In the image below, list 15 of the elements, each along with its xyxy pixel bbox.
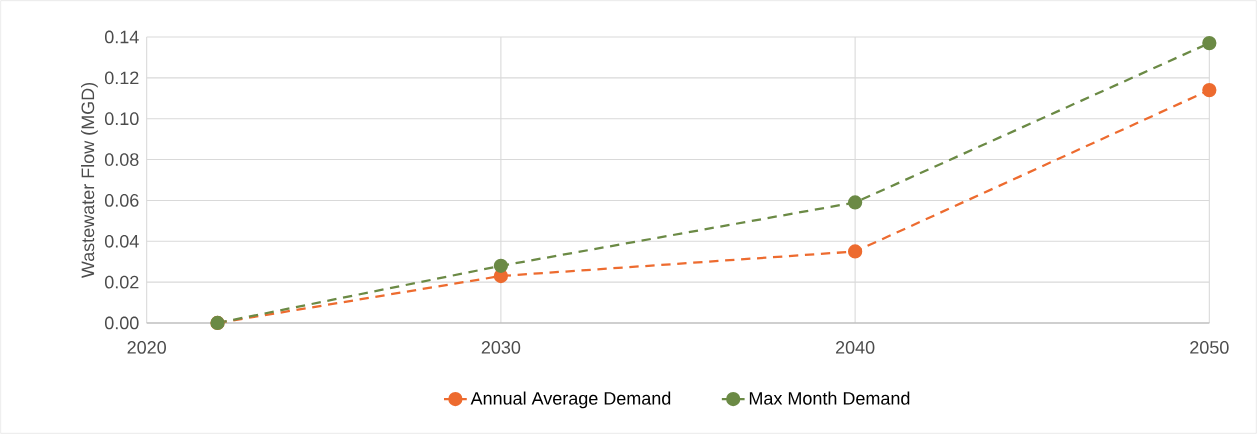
x-tick-label: 2050: [1190, 341, 1229, 354]
y-tick-label: 0.00: [104, 316, 139, 330]
y-tick-label: 0.14: [104, 30, 139, 44]
x-tick-label: 2030: [481, 341, 521, 354]
y-tick-label: 0.04: [104, 234, 139, 248]
legend-label: Annual Average Demand: [470, 391, 671, 409]
y-tick-label: 0.10: [104, 112, 139, 126]
y-axis-title: Wastewater Flow (MGD): [81, 82, 98, 279]
y-tick-label: 0.08: [104, 153, 139, 166]
x-tick-label: 2020: [127, 341, 166, 354]
y-tick-label: 0.02: [104, 275, 139, 289]
legend-label: Max Month Demand: [749, 391, 910, 405]
y-tick-label: 0.06: [104, 194, 139, 207]
x-tick-label: 2040: [835, 341, 875, 354]
y-tick-label: 0.12: [104, 71, 139, 85]
